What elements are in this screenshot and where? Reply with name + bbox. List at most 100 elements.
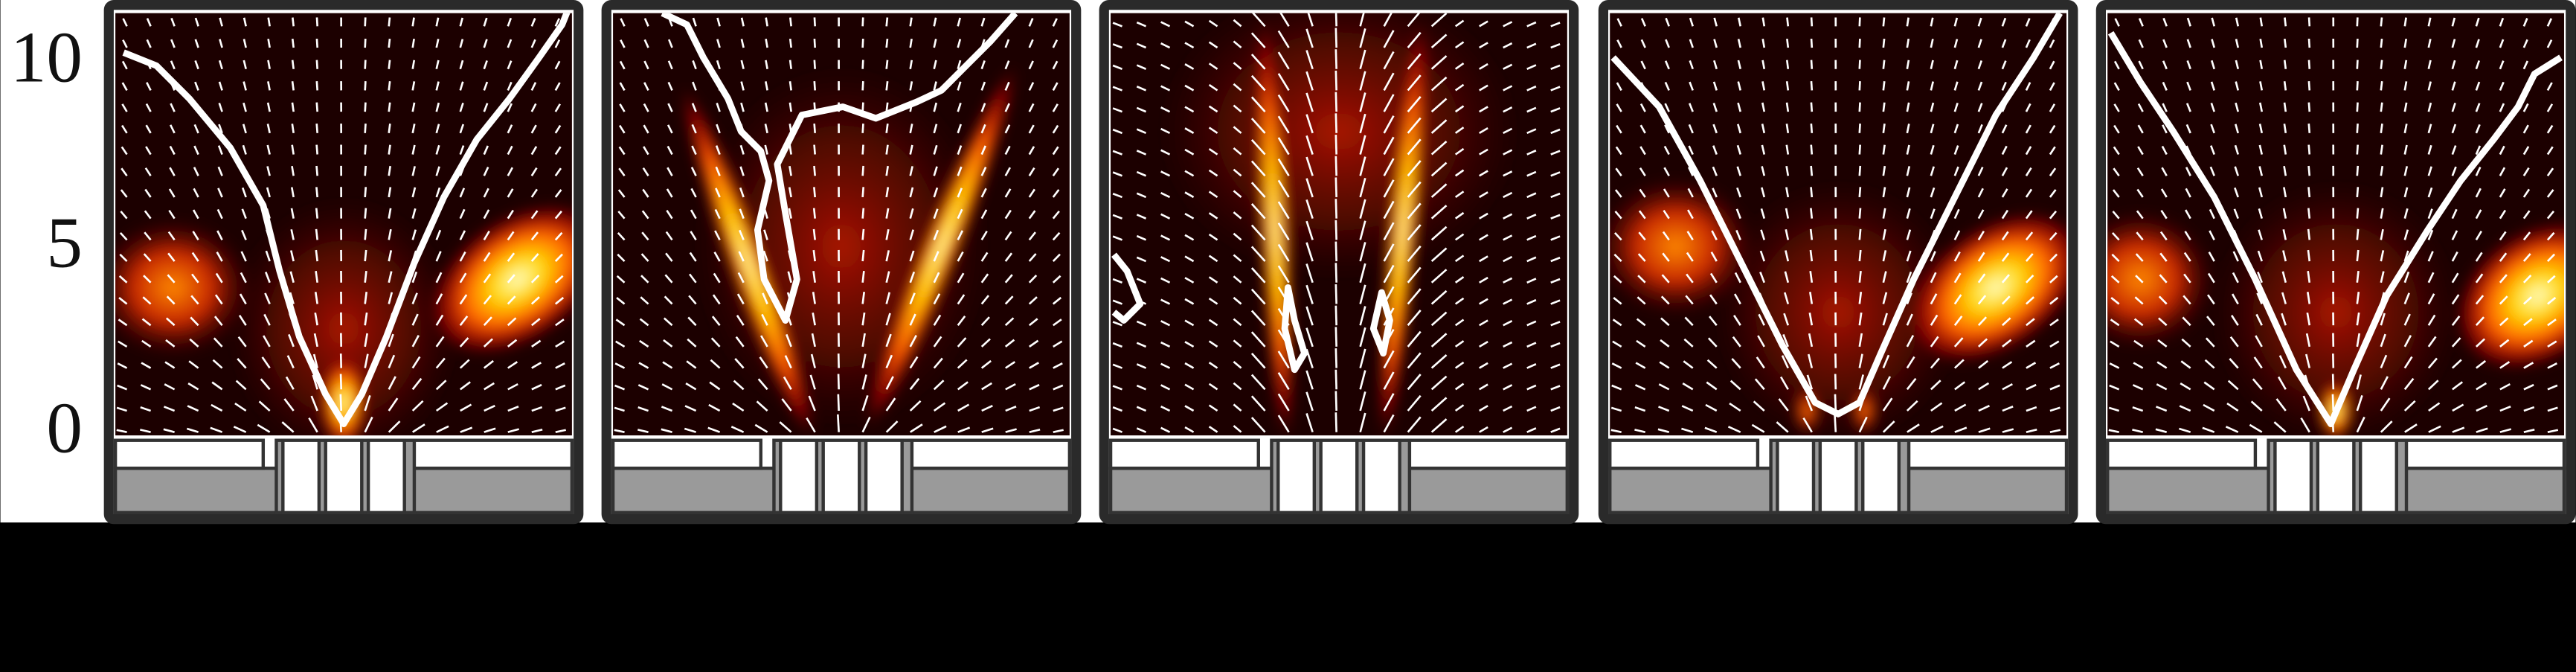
nozzle-slot bbox=[2359, 438, 2398, 515]
vector-arrow bbox=[2250, 400, 2263, 412]
vector-arrow bbox=[1686, 273, 1694, 284]
vector-arrow bbox=[2403, 208, 2409, 219]
vector-arrow bbox=[2049, 189, 2057, 198]
vector-arrow bbox=[1233, 425, 1242, 433]
vector-arrow bbox=[690, 231, 697, 241]
vector-arrow bbox=[289, 292, 295, 304]
vector-arrow bbox=[1383, 179, 1395, 198]
heat-blob bbox=[1158, 13, 1520, 280]
vector-arrow bbox=[1208, 127, 1218, 134]
vector-arrow bbox=[1052, 231, 1061, 241]
vector-arrow bbox=[2499, 209, 2507, 220]
vector-arrow bbox=[664, 274, 673, 284]
vector-arrow bbox=[2451, 272, 2459, 284]
vector-arrow bbox=[1305, 263, 1314, 284]
vector-arrow bbox=[1112, 406, 1122, 412]
vector-arrow bbox=[192, 209, 199, 220]
vector-arrow bbox=[737, 272, 745, 284]
vector-arrow bbox=[411, 208, 417, 219]
vector-arrow bbox=[788, 60, 792, 69]
vector-arrow bbox=[1454, 319, 1465, 327]
vector-arrow bbox=[2233, 208, 2239, 220]
vector-arrow bbox=[1977, 60, 1983, 70]
vector-arrow bbox=[2161, 145, 2168, 156]
vector-arrow bbox=[1858, 416, 1868, 433]
vector-arrow bbox=[315, 81, 318, 91]
vector-arrow bbox=[1930, 81, 1935, 91]
vector-arrow bbox=[2001, 274, 2010, 284]
vector-arrow bbox=[980, 188, 987, 198]
vector-arrow bbox=[2161, 167, 2168, 176]
vector-arrow bbox=[1005, 406, 1017, 412]
vector-arrow bbox=[120, 189, 128, 198]
vector-arrow bbox=[885, 420, 899, 433]
panel bbox=[2095, 0, 2576, 525]
vector-arrow bbox=[2281, 271, 2287, 284]
vector-arrow bbox=[1526, 363, 1537, 369]
vector-arrow bbox=[2110, 275, 2120, 284]
vector-arrow bbox=[240, 272, 247, 284]
vector-arrow bbox=[685, 383, 697, 391]
vector-arrow bbox=[885, 376, 894, 390]
vector-arrow bbox=[1784, 292, 1790, 304]
vector-arrow bbox=[617, 253, 626, 262]
y-tick-label: 5 bbox=[46, 203, 83, 284]
vector-arrow bbox=[1810, 17, 1814, 27]
vector-arrow bbox=[364, 249, 367, 262]
vector-arrow bbox=[714, 230, 721, 240]
vector-arrow bbox=[1305, 135, 1314, 155]
vector-arrow bbox=[1359, 220, 1366, 240]
vector-arrow bbox=[1430, 225, 1448, 241]
vector-arrow bbox=[1479, 20, 1488, 28]
vector-arrow bbox=[1359, 28, 1366, 48]
vector-arrow bbox=[837, 374, 840, 390]
vector-arrow bbox=[388, 292, 394, 304]
vector-arrow bbox=[1407, 224, 1422, 241]
vector-arrow bbox=[2546, 167, 2554, 177]
vector-arrow bbox=[736, 293, 745, 305]
vector-arrow bbox=[1657, 428, 1670, 433]
vector-arrow bbox=[242, 102, 247, 112]
vector-arrow bbox=[2137, 103, 2144, 112]
vector-arrow bbox=[1526, 64, 1537, 70]
vector-arrow bbox=[2186, 39, 2191, 48]
vector-arrow bbox=[1208, 191, 1218, 199]
vector-arrow bbox=[1208, 255, 1218, 263]
vector-arrow bbox=[1383, 200, 1395, 220]
vector-arrow bbox=[641, 210, 649, 220]
vector-arrow bbox=[933, 81, 937, 91]
vector-arrow bbox=[909, 124, 913, 134]
vector-arrow bbox=[411, 39, 415, 48]
vector-arrow bbox=[241, 208, 247, 220]
vector-arrow bbox=[1906, 187, 1911, 198]
vector-arrow bbox=[555, 319, 565, 327]
wall-left bbox=[1108, 438, 1260, 470]
vector-arrow bbox=[1906, 229, 1912, 240]
vector-arrow bbox=[189, 338, 199, 348]
vector-arrow bbox=[909, 187, 914, 198]
vector-arrow bbox=[194, 60, 199, 70]
vector-arrow bbox=[711, 316, 721, 326]
vector-arrow bbox=[885, 165, 889, 176]
vector-arrow bbox=[933, 60, 937, 70]
vector-arrow bbox=[164, 383, 176, 391]
vector-arrow bbox=[1305, 413, 1314, 433]
vector-arrow bbox=[459, 102, 464, 112]
vector-arrow bbox=[2475, 17, 2480, 27]
vector-arrow bbox=[2109, 362, 2120, 369]
vector-arrow bbox=[217, 145, 223, 156]
vector-arrow bbox=[1503, 213, 1513, 220]
vector-arrow bbox=[1858, 374, 1864, 390]
vector-arrow bbox=[2284, 38, 2287, 48]
vector-arrow bbox=[739, 208, 745, 220]
vector-arrow bbox=[1112, 299, 1122, 305]
vector-arrow bbox=[216, 230, 223, 240]
vector-arrow bbox=[861, 228, 865, 240]
vector-arrow bbox=[411, 377, 423, 391]
vector-arrow bbox=[1250, 246, 1266, 262]
vector-arrow bbox=[1479, 362, 1488, 369]
vector-arrow bbox=[1004, 39, 1010, 48]
vector-arrow bbox=[2403, 144, 2408, 155]
vector-arrow bbox=[789, 17, 792, 27]
vector-arrow bbox=[1906, 313, 1913, 326]
